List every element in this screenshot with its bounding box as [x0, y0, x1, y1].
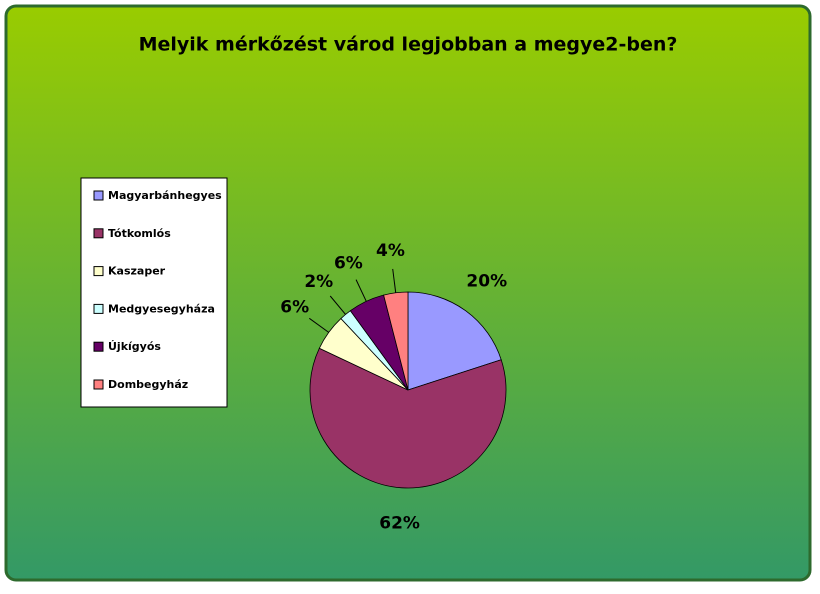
data-label: 6%: [334, 253, 363, 273]
legend-label: Tótkomlós: [108, 227, 171, 240]
legend-swatch: [93, 379, 104, 390]
legend-swatch: [93, 228, 104, 239]
data-label: 6%: [280, 298, 309, 318]
leader-line: [392, 268, 397, 293]
leader-line: [309, 317, 330, 333]
legend-swatch: [93, 266, 104, 277]
pie-slice: [309, 347, 507, 489]
legend-swatch: [93, 303, 104, 314]
pie-slice: [383, 291, 409, 391]
legend-swatch: [93, 341, 104, 352]
leader-line: [329, 295, 346, 315]
data-label: 20%: [466, 272, 507, 292]
legend: [80, 177, 228, 408]
chart-title: Melyik mérkőzést várod legjobban a megye…: [139, 34, 678, 56]
legend-label: Újkígyós: [108, 340, 161, 353]
legend-swatch: [93, 190, 104, 201]
legend-label: Magyarbánhegyes: [108, 189, 222, 202]
data-label: 4%: [376, 241, 405, 261]
data-label: 62%: [379, 514, 420, 534]
leader-line: [355, 279, 367, 302]
legend-label: Kaszaper: [108, 265, 166, 278]
legend-label: Dombegyház: [108, 378, 188, 391]
pie-slice: [407, 291, 502, 391]
data-label: 2%: [304, 272, 333, 292]
legend-label: Medgyesegyháza: [108, 302, 215, 315]
